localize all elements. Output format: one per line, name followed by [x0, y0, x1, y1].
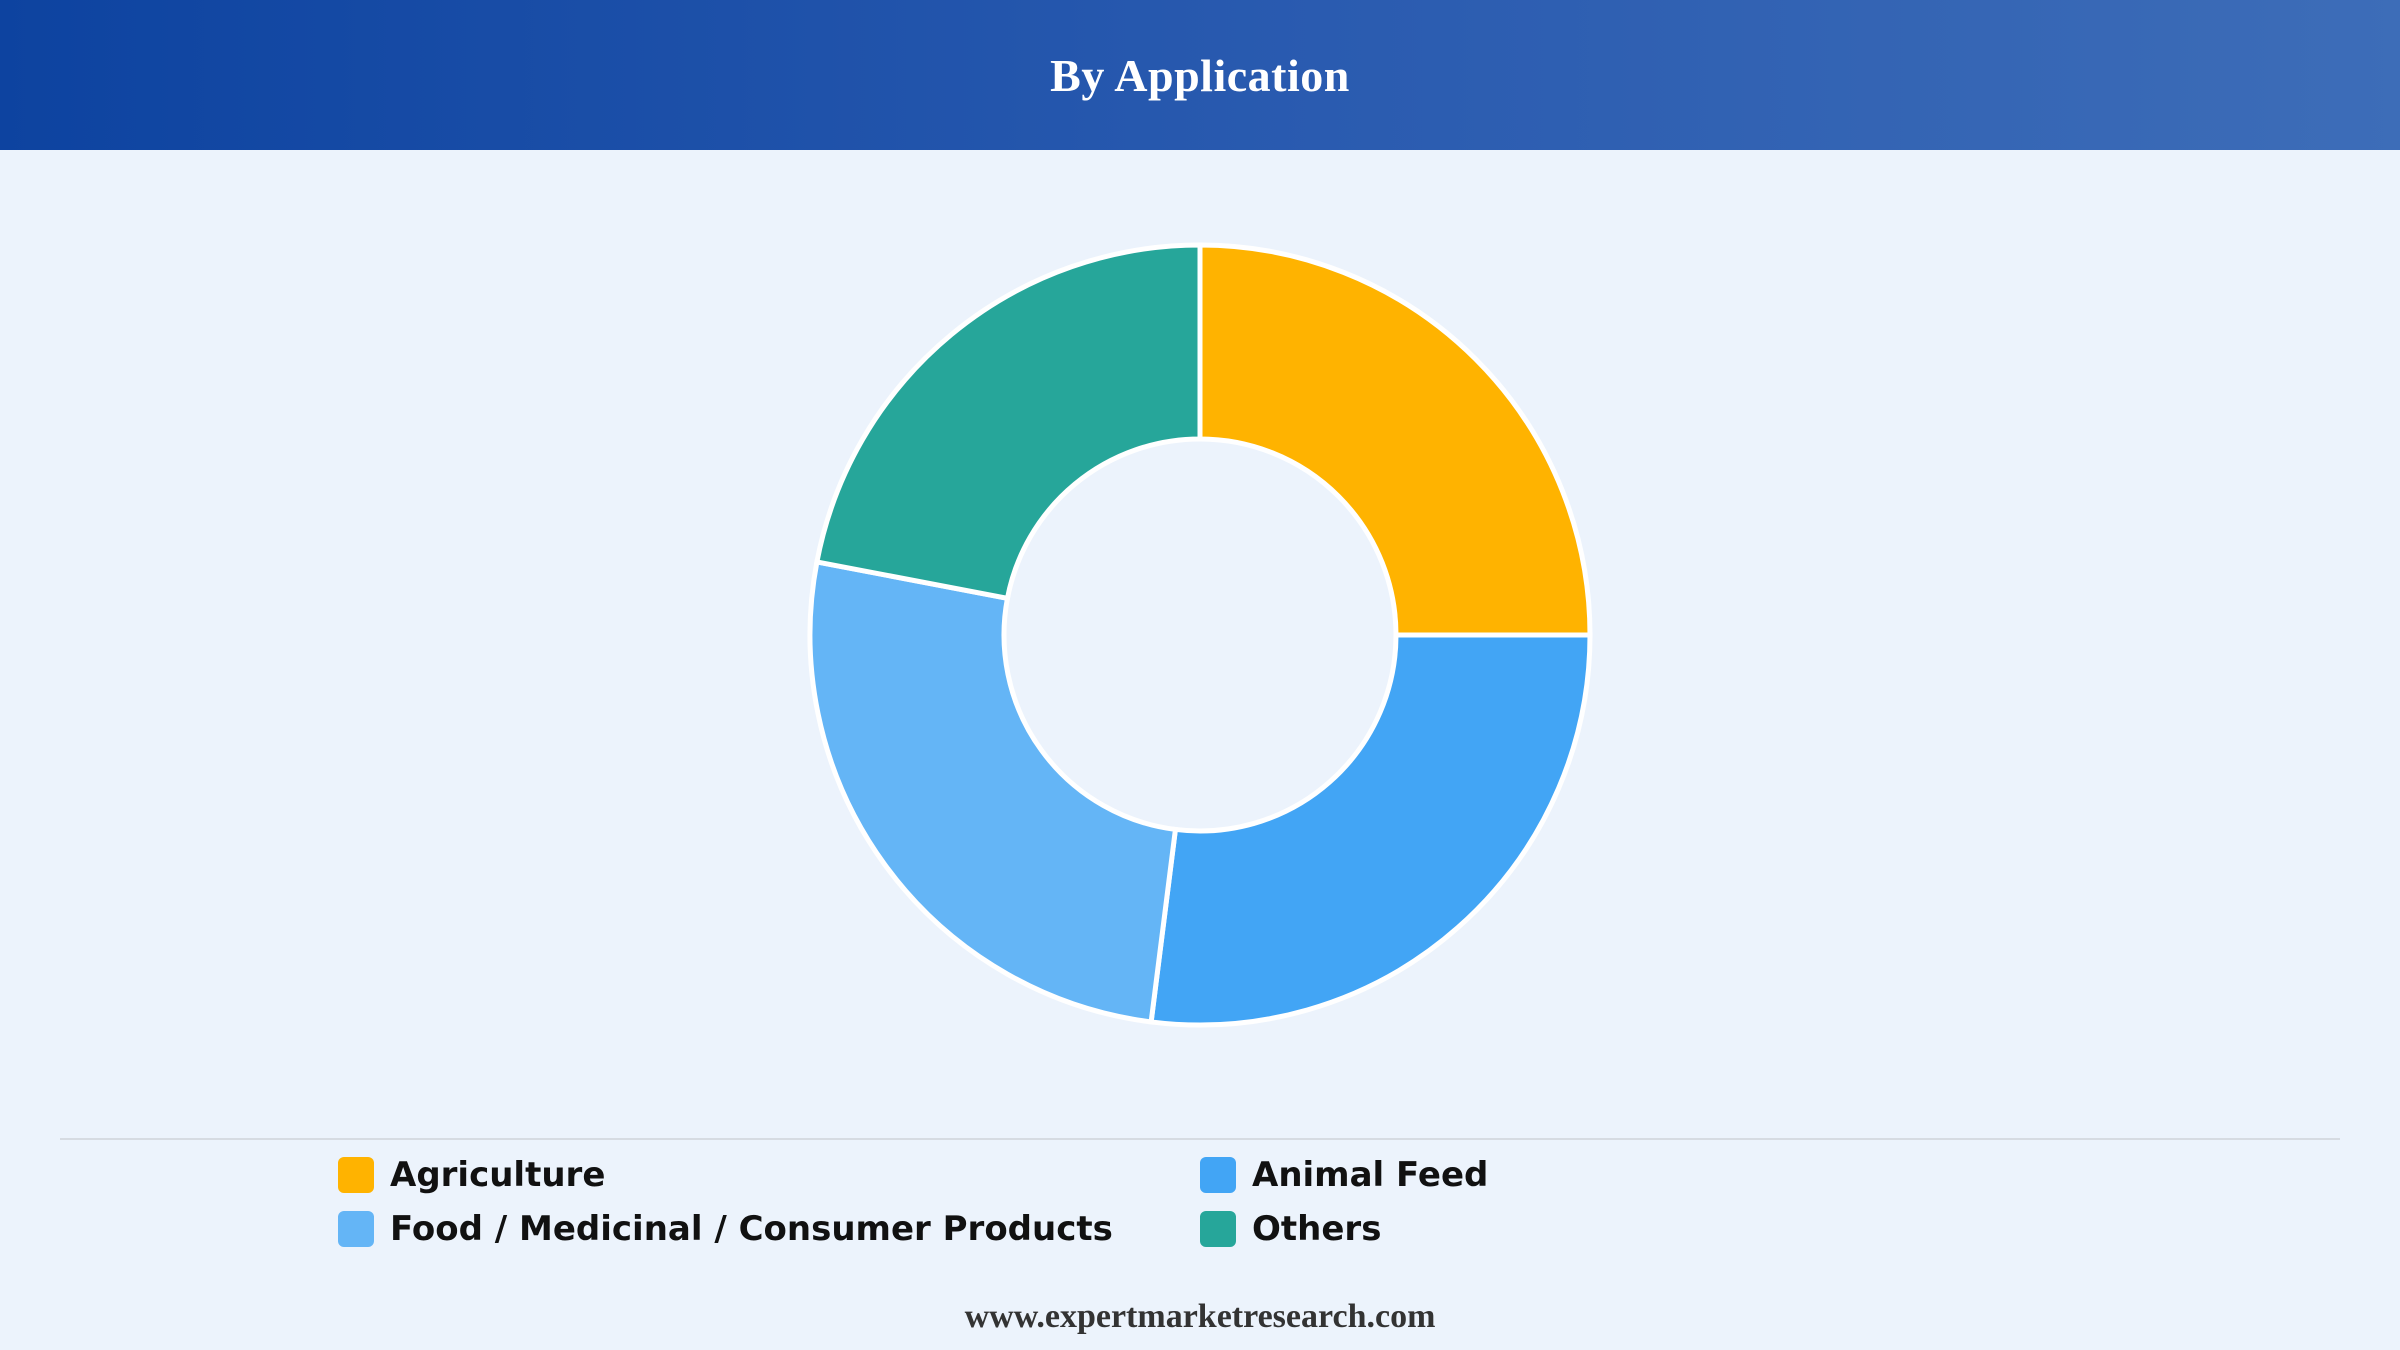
slice-agriculture — [1197, 242, 1593, 638]
donut-chart — [807, 242, 1593, 1028]
slice-others — [813, 242, 1203, 602]
legend-item-animal-feed: Animal Feed — [1200, 1150, 1488, 1200]
footer-url: www.expertmarketresearch.com — [964, 1298, 1436, 1335]
legend-item-agriculture: Agriculture — [338, 1150, 605, 1200]
legend-swatch — [1200, 1211, 1236, 1247]
legend-swatch — [1200, 1157, 1236, 1193]
legend-label: Food / Medicinal / Consumer Products — [390, 1209, 1113, 1249]
legend-label: Agriculture — [390, 1155, 606, 1195]
slice-animal-feed — [1148, 632, 1593, 1028]
legend-label: Animal Feed — [1252, 1155, 1489, 1195]
legend-label: Others — [1252, 1209, 1382, 1249]
legend-item-food-medicinal-consumer-products: Food / Medicinal / Consumer Products — [338, 1204, 1113, 1254]
divider — [60, 1138, 2340, 1140]
chart-legend: Agriculture Animal Feed Food / Medicinal /… — [338, 1150, 1638, 1265]
header-banner: By Application — [0, 0, 2400, 150]
legend-swatch — [338, 1211, 374, 1247]
legend-item-others: Others — [1200, 1204, 1381, 1254]
page-title: By Application — [1050, 49, 1350, 101]
slice-food-medicinal-consumer-products — [807, 558, 1179, 1025]
legend-swatch — [338, 1157, 374, 1193]
